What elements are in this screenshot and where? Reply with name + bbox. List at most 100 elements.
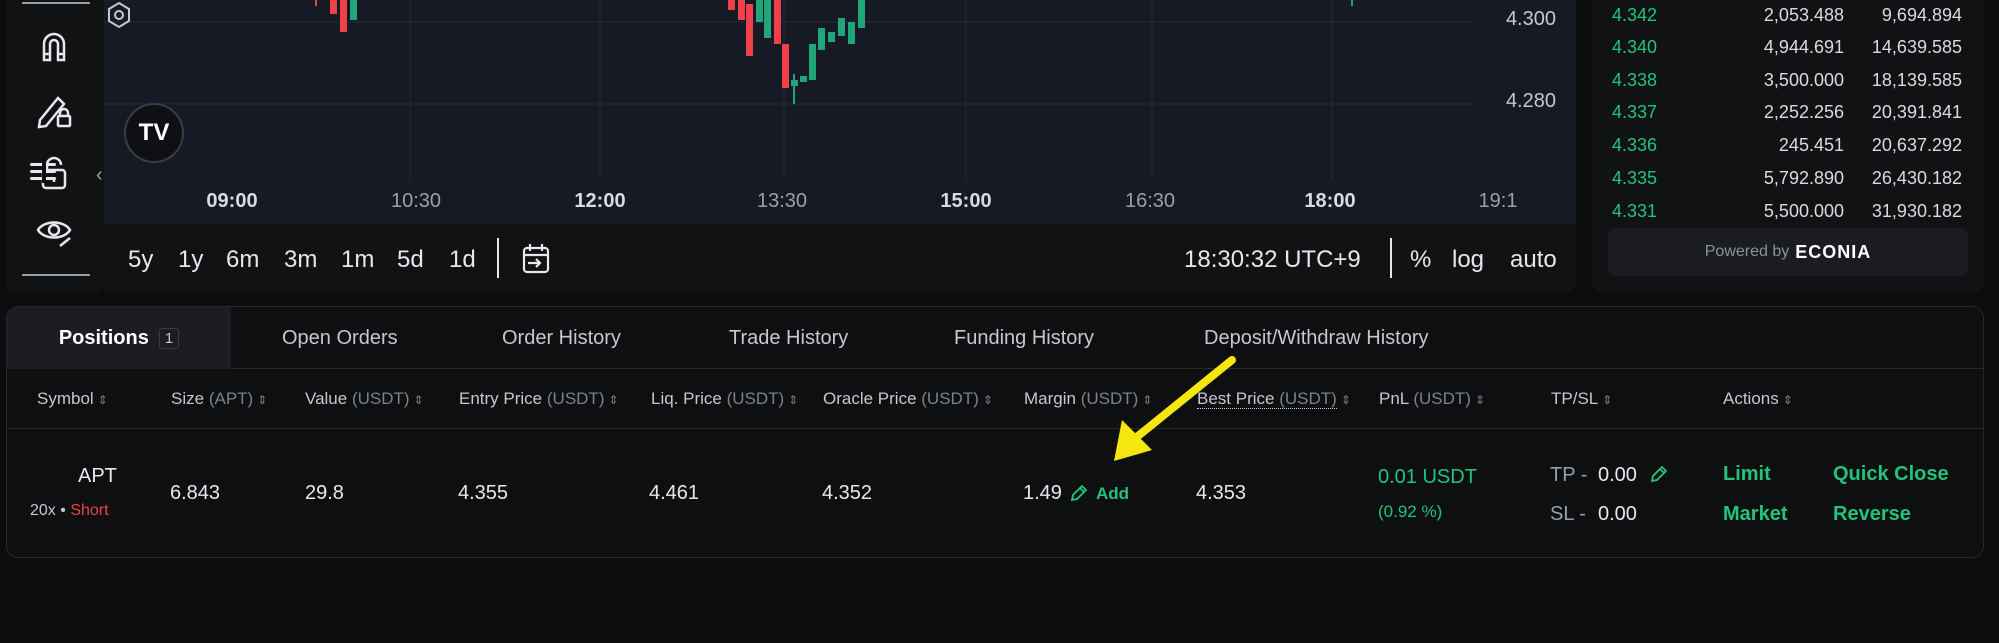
orderbook-price: 4.340 bbox=[1612, 37, 1658, 57]
time-axis-label: 19:1 bbox=[1478, 190, 1518, 212]
chart-plot-area[interactable]: TV 4.300 4.280 09:00 10:30 12:00 13:30 1… bbox=[104, 0, 1576, 224]
tab-open-orders[interactable]: Open Orders bbox=[282, 326, 398, 349]
position-pnl-percent: (0.92 %) bbox=[1378, 502, 1443, 521]
timeframe-6m[interactable]: 6m bbox=[226, 246, 260, 273]
market-close-button[interactable]: Market bbox=[1723, 503, 1788, 525]
drawing-toolbar: ‹ bbox=[6, 0, 104, 293]
orderbook-row[interactable]: 4.342 2,053.488 9,694.894 bbox=[1592, 0, 1984, 33]
divider bbox=[22, 2, 90, 4]
candle bbox=[828, 32, 835, 42]
position-liq-price: 4.461 bbox=[649, 482, 700, 504]
sl-label: SL - bbox=[1550, 503, 1586, 525]
orderbook-total: 18,139.585 bbox=[1871, 70, 1962, 90]
date-range-icon[interactable] bbox=[518, 241, 554, 277]
powered-by-label: Powered by bbox=[1704, 243, 1790, 260]
orderbook-size: 4,944.691 bbox=[1763, 37, 1844, 57]
chart-settings-icon[interactable] bbox=[104, 0, 134, 30]
auto-scale-toggle[interactable]: auto bbox=[1510, 246, 1557, 273]
percent-scale-toggle[interactable]: % bbox=[1410, 246, 1432, 273]
time-axis-label: 09:00 bbox=[206, 190, 258, 212]
position-best-price: 4.353 bbox=[1196, 482, 1247, 504]
column-header-oracle-price[interactable]: Oracle Price (USDT) ⇕ bbox=[823, 389, 993, 408]
column-header-entry-price[interactable]: Entry Price (USDT) ⇕ bbox=[459, 389, 619, 408]
price-chart: TV 4.300 4.280 09:00 10:30 12:00 13:30 1… bbox=[104, 0, 1576, 293]
orderbook-row[interactable]: 4.340 4,944.691 14,639.585 bbox=[1592, 32, 1984, 65]
position-pnl: 0.01 USDT bbox=[1378, 466, 1477, 488]
powered-by-badge[interactable]: Powered by ECONIA bbox=[1608, 228, 1968, 276]
orderbook-row[interactable]: 4.337 2,252.256 20,391.841 bbox=[1592, 97, 1984, 130]
column-header-size[interactable]: Size (APT) ⇕ bbox=[171, 389, 268, 408]
timeframe-5d[interactable]: 5d bbox=[397, 246, 424, 273]
orderbook-total: 20,637.292 bbox=[1871, 135, 1962, 155]
orderbook-price: 4.331 bbox=[1612, 201, 1658, 221]
magnet-icon[interactable] bbox=[30, 22, 78, 70]
column-header-pnl[interactable]: PnL (USDT) ⇕ bbox=[1379, 389, 1486, 408]
candle bbox=[746, 4, 753, 56]
timeframe-5y[interactable]: 5y bbox=[128, 246, 154, 273]
quick-close-button[interactable]: Quick Close bbox=[1833, 463, 1949, 485]
candle bbox=[809, 44, 816, 80]
separator: • bbox=[60, 502, 66, 519]
candle bbox=[330, 0, 337, 14]
column-header-liq-price[interactable]: Liq. Price (USDT) ⇕ bbox=[651, 389, 799, 408]
orderbook-row[interactable]: 4.331 5,500.000 31,930.182 bbox=[1592, 196, 1984, 229]
time-axis-label: 13:30 bbox=[756, 190, 808, 212]
timeframe-1m[interactable]: 1m bbox=[341, 246, 375, 273]
candle bbox=[774, 0, 781, 44]
orderbook-price: 4.335 bbox=[1612, 168, 1658, 188]
column-header-actions[interactable]: Actions ⇕ bbox=[1723, 389, 1793, 408]
position-margin: 1.49 bbox=[1023, 482, 1062, 504]
chevron-left-icon[interactable]: ‹ bbox=[96, 164, 103, 186]
reverse-button[interactable]: Reverse bbox=[1833, 503, 1911, 525]
column-header-best-price[interactable]: Best Price (USDT) ⇕ bbox=[1197, 389, 1351, 409]
limit-close-button[interactable]: Limit bbox=[1723, 463, 1771, 485]
divider bbox=[22, 274, 90, 276]
tab-deposit-withdraw-history[interactable]: Deposit/Withdraw History bbox=[1204, 326, 1429, 349]
orderbook-size: 5,792.890 bbox=[1763, 168, 1844, 188]
candle bbox=[782, 44, 789, 88]
lock-drawing-icon[interactable] bbox=[30, 86, 78, 134]
position-size: 6.843 bbox=[170, 482, 221, 504]
position-leverage-side: 20x • Short bbox=[30, 502, 109, 520]
divider bbox=[497, 238, 499, 278]
eye-icon[interactable] bbox=[30, 206, 78, 254]
candle bbox=[800, 76, 807, 82]
candle bbox=[764, 0, 771, 38]
tab-label: Positions bbox=[58, 326, 149, 349]
position-symbol[interactable]: APT bbox=[78, 465, 117, 487]
add-margin-button[interactable]: Add bbox=[1096, 484, 1130, 503]
log-scale-toggle[interactable]: log bbox=[1452, 246, 1485, 273]
side-badge: Short bbox=[70, 502, 109, 519]
orderbook-total: 9,694.894 bbox=[1881, 5, 1962, 25]
time-axis-label: 10:30 bbox=[390, 190, 442, 212]
time-axis-label: 12:00 bbox=[574, 190, 626, 212]
column-header-symbol[interactable]: Symbol ⇕ bbox=[37, 389, 108, 408]
orderbook-row[interactable]: 4.335 5,792.890 26,430.182 bbox=[1592, 163, 1984, 196]
time-axis: 09:00 10:30 12:00 13:30 15:00 16:30 18:0… bbox=[104, 190, 1576, 214]
column-header-tpsl[interactable]: TP/SL ⇕ bbox=[1551, 389, 1613, 408]
timeframe-1d[interactable]: 1d bbox=[449, 246, 476, 273]
tab-positions[interactable]: Positions 1 bbox=[7, 307, 231, 369]
timeframe-1y[interactable]: 1y bbox=[178, 246, 204, 273]
edit-margin-icon[interactable] bbox=[1069, 483, 1089, 503]
tradingview-logo[interactable]: TV bbox=[124, 103, 184, 163]
orderbook-size: 3,500.000 bbox=[1763, 70, 1844, 90]
tab-trade-history[interactable]: Trade History bbox=[729, 326, 849, 349]
tab-funding-history[interactable]: Funding History bbox=[954, 326, 1095, 349]
tab-order-history[interactable]: Order History bbox=[502, 326, 621, 349]
timeframe-3m[interactable]: 3m bbox=[284, 246, 318, 273]
orderbook-size: 5,500.000 bbox=[1763, 201, 1844, 221]
orderbook-row[interactable]: 4.338 3,500.000 18,139.585 bbox=[1592, 65, 1984, 98]
column-header-value[interactable]: Value (USDT) ⇕ bbox=[305, 389, 424, 408]
candle bbox=[848, 22, 855, 44]
position-value: 29.8 bbox=[305, 482, 344, 504]
column-header-margin[interactable]: Margin (USDT) ⇕ bbox=[1024, 389, 1153, 408]
orderbook-size: 2,053.488 bbox=[1763, 5, 1844, 25]
chart-clock: 18:30:32 UTC+9 bbox=[1184, 246, 1361, 273]
order-book: 4.342 2,053.488 9,694.894 4.340 4,944.69… bbox=[1592, 0, 1984, 293]
positions-panel: Positions 1 Open Orders Order History Tr… bbox=[6, 306, 1984, 558]
orderbook-row[interactable]: 4.336 245.451 20,637.292 bbox=[1592, 130, 1984, 163]
panel-tabs: Positions 1 Open Orders Order History Tr… bbox=[7, 307, 1983, 369]
candle bbox=[728, 0, 735, 10]
edit-tpsl-icon[interactable] bbox=[1649, 464, 1669, 484]
